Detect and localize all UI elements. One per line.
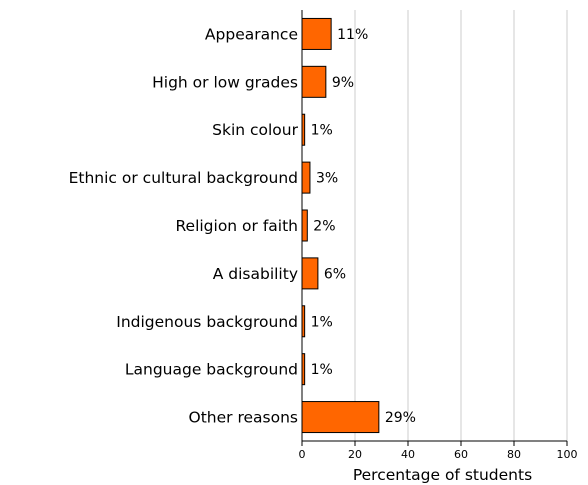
value-label-1: 9% <box>332 75 354 91</box>
x-tick-label-80: 80 <box>507 448 521 461</box>
bars <box>301 17 380 434</box>
x-tick-label-40: 40 <box>401 448 415 461</box>
bar-5 <box>301 257 319 290</box>
category-label-0: Appearance <box>205 25 298 43</box>
value-label-6: 1% <box>311 314 333 330</box>
category-label-4: Religion or faith <box>175 217 298 235</box>
bar-8 <box>301 401 380 434</box>
bar-0 <box>301 17 332 50</box>
value-label-3: 3% <box>316 171 338 187</box>
x-tick-label-60: 60 <box>454 448 468 461</box>
x-tick-label-20: 20 <box>348 448 362 461</box>
value-label-0: 11% <box>337 27 368 43</box>
value-label-2: 1% <box>311 123 333 139</box>
value-labels: 11% 9% 1% 3% 2% 6% 1% 1% 29% <box>311 27 416 426</box>
category-label-5: A disability <box>213 265 298 283</box>
value-label-4: 2% <box>313 219 335 235</box>
x-axis-ticks: 0 20 40 60 80 100 <box>299 441 578 461</box>
category-label-3: Ethnic or cultural background <box>69 169 298 187</box>
category-label-7: Language background <box>125 361 298 379</box>
x-tick-label-100: 100 <box>557 448 578 461</box>
category-label-2: Skin colour <box>212 121 298 139</box>
x-tick-label-0: 0 <box>299 448 306 461</box>
bar-4 <box>301 209 308 242</box>
value-label-5: 6% <box>324 266 346 282</box>
category-label-6: Indigenous background <box>116 313 298 331</box>
bar-1 <box>301 65 327 98</box>
category-labels: Appearance High or low grades Skin colour E… <box>69 25 299 426</box>
x-axis-title: Percentage of students <box>353 466 532 484</box>
category-label-1: High or low grades <box>152 73 298 91</box>
value-label-7: 1% <box>311 362 333 378</box>
bar-3 <box>301 161 311 194</box>
gridlines <box>354 10 568 441</box>
value-label-8: 29% <box>385 410 416 426</box>
category-label-8: Other reasons <box>189 409 298 427</box>
